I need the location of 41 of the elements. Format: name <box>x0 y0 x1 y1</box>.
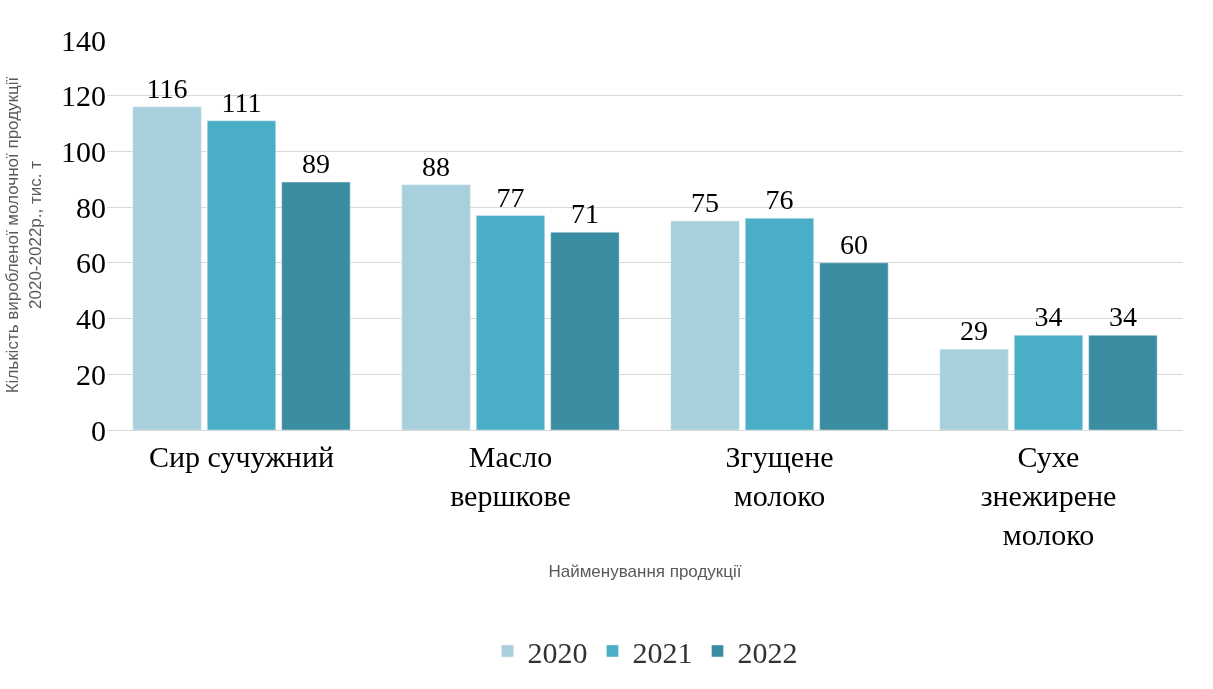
x-tick-label: Сухе знежирене молоко <box>980 440 1117 551</box>
data-label: 29 <box>960 315 989 347</box>
data-label: 76 <box>765 184 794 216</box>
bar <box>401 184 471 430</box>
legend-label: 2021 <box>632 635 693 669</box>
data-label: 71 <box>570 198 599 230</box>
x-tick-label: Сир сучужний <box>148 440 335 473</box>
data-label: 77 <box>496 181 525 213</box>
y-tick-label: 20 <box>76 357 106 391</box>
legend-label: 2022 <box>737 635 798 669</box>
legend-label: 2020 <box>527 635 588 669</box>
y-tick-label: 120 <box>61 79 106 113</box>
x-axis-title: Найменування продукції <box>548 562 742 582</box>
data-label: 34 <box>1034 301 1063 333</box>
bar <box>1088 335 1158 430</box>
bar <box>819 262 889 430</box>
bar <box>939 348 1009 430</box>
y-tick-label: 100 <box>61 134 106 168</box>
bar <box>132 106 202 430</box>
y-axis-title: Кількість виробленої молочної продукції 2020-2022р., тис. т <box>3 76 45 394</box>
bar <box>207 120 276 430</box>
bar <box>550 231 620 430</box>
data-label: 116 <box>146 72 188 104</box>
bar <box>281 181 351 430</box>
data-label: 88 <box>422 150 451 182</box>
x-tick-label: Згущене молоко <box>725 440 834 512</box>
data-label: 89 <box>301 148 330 180</box>
y-tick-label: 0 <box>91 413 106 447</box>
data-label: 75 <box>691 187 720 219</box>
bar <box>670 220 740 430</box>
y-tick-label: 80 <box>76 190 106 224</box>
bar <box>745 218 814 430</box>
data-label: 60 <box>839 228 868 260</box>
y-tick-label: 60 <box>76 246 106 280</box>
data-label: 111 <box>221 86 262 118</box>
y-tick-label: 40 <box>76 302 106 336</box>
bar <box>476 215 545 430</box>
data-label: 34 <box>1108 301 1137 333</box>
x-tick-label: Масло вершкове <box>450 440 571 512</box>
bar <box>1014 335 1083 430</box>
y-tick-label: 140 <box>61 23 106 57</box>
